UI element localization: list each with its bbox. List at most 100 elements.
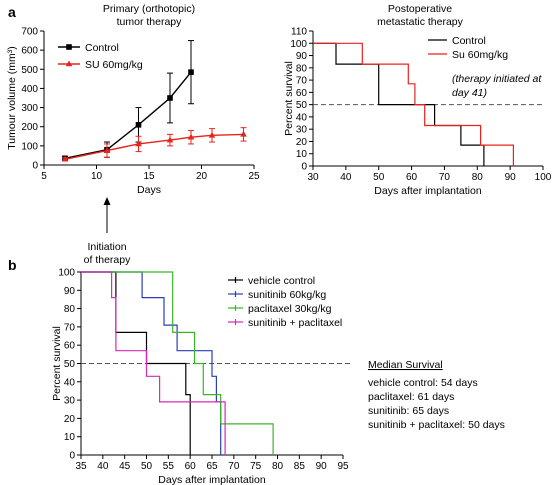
y-tick-label: 70 [296,76,308,87]
y-tick-label: 100 [58,268,75,279]
x-tick-label: 35 [75,461,87,472]
survival-curve-1 [313,42,514,166]
x-tick-label: 75 [250,461,262,472]
legend-label: paclitaxel 30kg/kg [248,303,332,315]
chart-title-line: tumor therapy [117,16,183,28]
y-tick-label: 30 [296,125,308,136]
y-tick-label: 80 [296,63,308,74]
legend-label: Control [452,35,486,47]
survival-curve-0 [313,42,485,166]
x-tick-label: 50 [373,172,385,183]
median-survival-line: sunitinib: 65 days [368,405,449,417]
data-point [167,95,173,101]
y-tick-label: 10 [296,149,308,160]
x-tick-label: 90 [505,172,517,183]
y-tick-label: 40 [296,112,308,123]
y-tick-label: 400 [21,84,38,95]
x-tick-label: 45 [119,461,131,472]
x-tick-label: 40 [97,461,109,472]
x-tick-label: 70 [228,461,240,472]
chart-survival-combination: 35 40 45 50 55 60 65 70 75 80 85 90 95 0 10 20 30 40 50 60 7… [51,268,505,485]
chart-metastatic-survival: 30 40 50 60 70 80 90 10001020304050607080901001… [283,3,552,197]
legend-label: vehicle control [248,275,315,287]
data-point [135,122,142,128]
y-tick-label: 300 [21,103,38,114]
y-tick-label: 90 [296,51,308,62]
y-tick-label: 90 [64,286,76,297]
y-tick-label: 0 [32,161,38,172]
panel-label-b: b [8,257,17,273]
x-tick-label: 95 [337,461,349,472]
y-tick-label: 0 [69,451,75,462]
x-tick-label: 55 [163,461,175,472]
x-tick-label: 70 [439,172,451,183]
median-survival-line: paclitaxel: 61 days [368,391,454,403]
y-tick-label: 200 [21,122,38,133]
y-tick-label: 70 [64,322,76,333]
legend-note-line: day 41) [452,87,487,99]
y-tick-label: 110 [291,27,307,38]
legend-label: sunitinib 60kg/kg [248,289,326,301]
y-tick-label: 40 [64,377,76,388]
series-line-1 [64,133,244,160]
x-axis-label: Days after implantation [374,185,482,197]
y-tick-label: 50 [296,100,308,111]
median-survival-line: vehicle control: 54 days [368,377,478,389]
x-tick-label: 85 [294,461,306,472]
data-point [61,155,69,162]
x-tick-label: 50 [141,461,153,472]
annotation-text: of therapy [84,254,131,266]
x-tick-label: 15 [143,171,155,182]
y-tick-label: 30 [64,396,76,407]
y-tick-label: 20 [296,137,308,148]
legend-note-line: (therapy initiated at [452,73,542,85]
y-tick-label: 50 [64,359,76,370]
y-tick-label: 0 [301,162,307,173]
legend-swatch-marker [66,44,72,50]
legend-label: SU 60mg/kg [85,59,143,71]
data-point [208,131,216,138]
x-axis-label: Days [137,184,161,196]
median-survival-line: sunitinib + paclitaxel: 50 days [368,419,505,431]
survival-curve-3 [81,271,226,455]
chart-primary-tumor: 5 10 15 20 25 0 100 200 300 400 500 600 700 Days Tumou… [6,3,260,266]
x-tick-label: 100 [535,172,552,183]
x-tick-label: 65 [206,461,218,472]
y-tick-label: 60 [296,88,308,99]
y-tick-label: 100 [290,39,307,50]
data-point [188,69,194,75]
x-tick-label: 40 [340,172,352,183]
chart-title-line: Postoperative [388,3,452,15]
x-tick-label: 30 [307,172,319,183]
chart-title-line: metastatic therapy [377,16,464,28]
y-tick-label: 600 [21,46,38,57]
y-tick-label: 20 [64,414,76,425]
y-tick-label: 700 [21,27,38,38]
survival-curve-2 [81,271,274,455]
annotation-text: Initiation [87,241,126,253]
data-point [240,130,247,137]
y-axis-label: Percent survival [51,326,63,401]
legend-swatch-marker [65,60,73,67]
x-tick-label: 10 [91,171,103,182]
annotation-arrow-head [103,197,111,205]
legend-label: sunitinib + paclitaxel [248,317,342,329]
y-tick-label: 100 [21,141,38,152]
x-tick-label: 5 [41,171,47,182]
legend-label: Control [85,42,119,54]
x-axis-label: Days after implantation [158,474,266,485]
x-tick-label: 80 [272,461,284,472]
y-axis-label: Percent survival [283,61,295,136]
data-point [135,140,142,147]
data-point [103,147,111,153]
chart-title-line: Primary (orthotopic) [103,3,195,15]
x-tick-label: 25 [248,171,260,182]
x-tick-label: 60 [185,461,197,472]
data-point [187,133,195,140]
median-survival-heading: Median Survival [368,359,443,371]
data-point [166,136,174,143]
y-tick-label: 500 [21,65,38,76]
panel-label-a: a [8,4,16,20]
y-axis-label: Tumour volume (mm³) [6,46,18,149]
